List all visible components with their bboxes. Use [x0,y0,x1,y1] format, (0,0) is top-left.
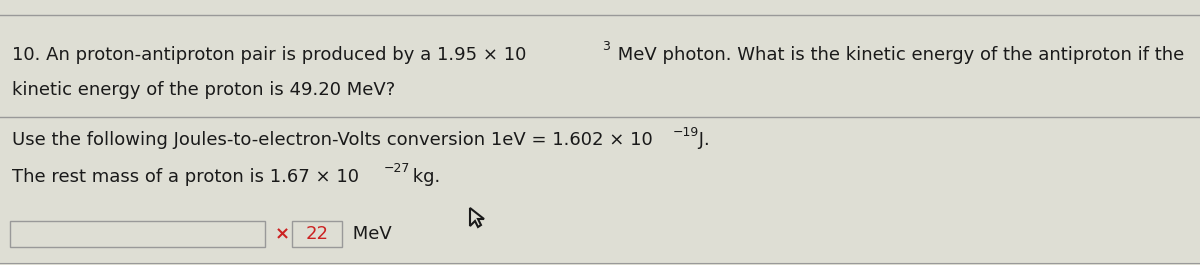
Bar [292,221,342,247]
Text: 10. An proton-antiproton pair is produced by a 1.95 × 10: 10. An proton-antiproton pair is produce… [12,46,527,64]
Text: kinetic energy of the proton is 49.20 MeV?: kinetic energy of the proton is 49.20 Me… [12,81,395,99]
Text: 3: 3 [602,41,610,54]
Text: Use the following Joules-to-electron-Volts conversion 1eV = 1.602 × 10: Use the following Joules-to-electron-Vol… [12,131,653,149]
Text: kg.: kg. [407,168,440,186]
Text: MeV photon. What is the kinetic energy of the antiproton if the: MeV photon. What is the kinetic energy o… [612,46,1184,64]
Text: −27: −27 [384,162,410,175]
Text: −19: −19 [673,126,700,139]
Text: MeV: MeV [347,225,391,243]
Text: J.: J. [694,131,709,149]
Text: 22: 22 [306,225,329,243]
Bar [10,221,265,247]
Text: The rest mass of a proton is 1.67 × 10: The rest mass of a proton is 1.67 × 10 [12,168,359,186]
Text: ×: × [275,225,290,243]
